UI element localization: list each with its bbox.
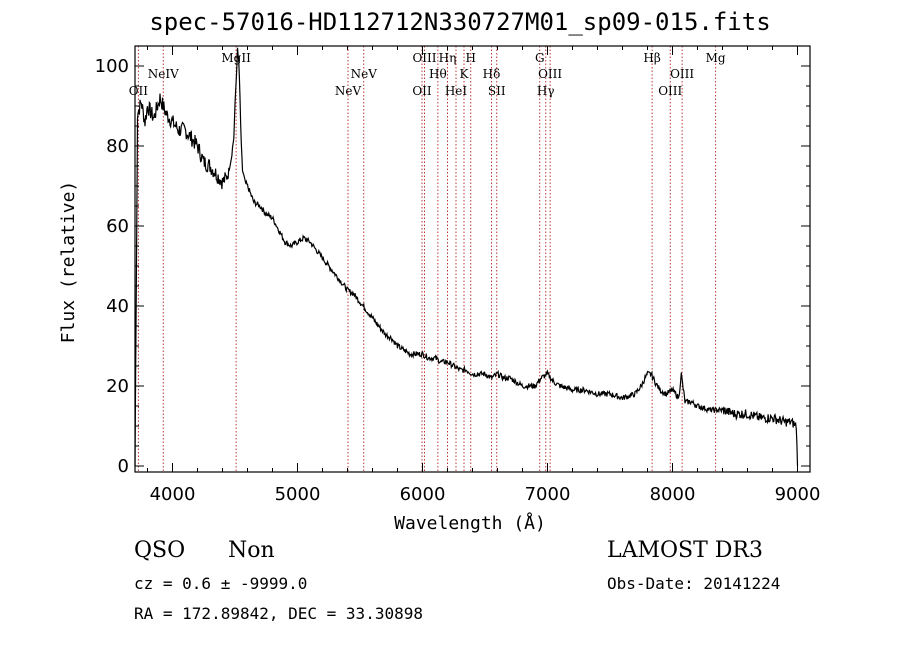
ra-dec-text: RA = 172.89842, DEC = 33.30898 [134,604,423,623]
line-marker-label: NeV [351,67,378,81]
line-marker-label: Hβ [643,51,660,65]
spectrum-chart: OII NeIV MgII NeV NeV OII OIII Hθ Hη HeI KH Hδ SII G H… [58,45,821,534]
y-tick-label: 20 [106,376,129,397]
y-tick-label: 60 [106,216,129,237]
line-marker-label: OIII [658,84,682,98]
line-marker-label: NeV [335,84,362,98]
cz-text: cz = 0.6 ± -9999.0 [134,574,308,593]
y-tick-label: 80 [106,136,129,157]
x-tick-label: 8000 [650,484,696,505]
line-marker-label: OII [129,84,149,98]
obs-date-text: Obs-Date: 20141224 [607,574,781,593]
y-tick-label: 100 [95,56,129,77]
line-marker-label: Hη [439,51,457,65]
x-axis-ticks: 4000 5000 6000 7000 8000 9000 [147,46,821,505]
line-marker-label: MgII [221,51,251,65]
line-marker-label: Mg [706,51,726,65]
line-marker-label: HeI [445,84,468,98]
line-marker-label: NeIV [148,67,179,81]
line-marker-label: G [535,51,545,65]
x-axis-label: Wavelength (Å) [394,512,546,534]
line-marker-labels: OII NeIV MgII NeV NeV OII OIII Hθ Hη HeI KH Hδ SII G H… [129,51,726,98]
line-marker-lines [137,46,717,472]
line-marker-label: K [460,67,470,81]
chart-title: spec-57016-HD112712N330727M01_sp09-015.f… [149,8,771,36]
x-tick-label: 7000 [525,484,571,505]
line-marker-label: Hδ [483,67,501,81]
survey-label: LAMOST DR3 [607,538,763,563]
line-marker-label: SII [488,84,506,98]
class-label: QSO [134,538,186,563]
y-axis-ticks: 0 20 40 60 80 100 [95,56,810,477]
spectrum-line [134,47,799,467]
x-tick-label: 6000 [400,484,446,505]
x-tick-label: 5000 [275,484,321,505]
line-marker-label: OII [412,84,432,98]
y-tick-label: 0 [118,456,129,477]
line-marker-label: Hθ [429,67,447,81]
subclass-label: Non [228,538,275,563]
x-tick-label: 9000 [775,484,821,505]
line-marker-label: OIII [412,51,436,65]
line-marker-label: Hγ [537,84,555,98]
line-marker-label: OIII [670,67,694,81]
line-marker-label: OIII [538,67,562,81]
line-marker-label: H [466,51,476,65]
y-tick-label: 40 [106,296,129,317]
y-axis-label: Flux (relative) [58,181,79,344]
x-tick-label: 4000 [150,484,196,505]
